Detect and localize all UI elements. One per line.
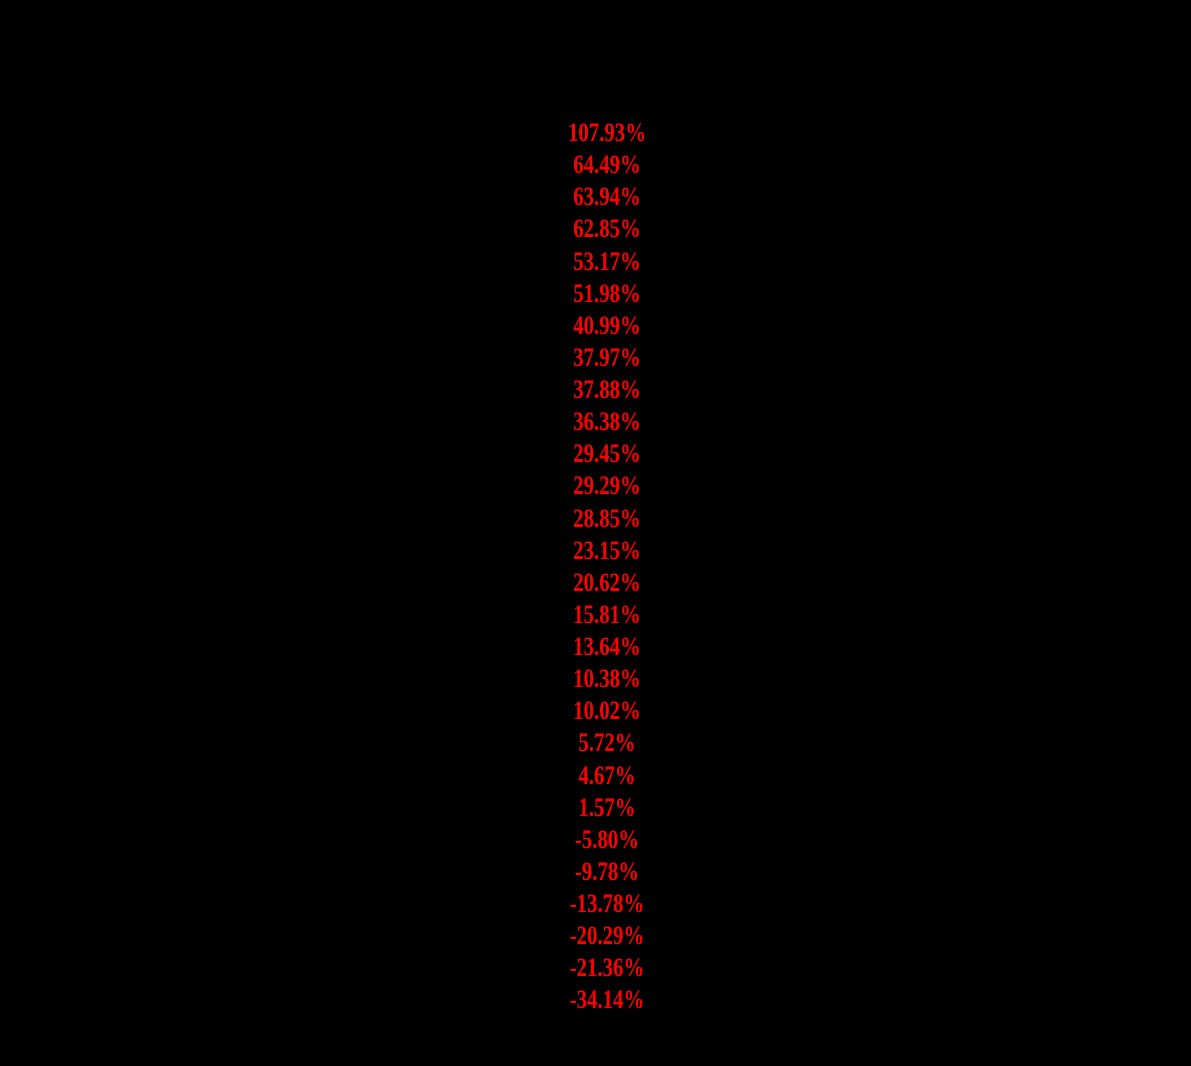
pct-change-value: -9.78% [574, 856, 640, 886]
pct-change-value: 29.29% [573, 471, 641, 501]
pct-change-value: 36.38% [573, 407, 641, 437]
pct-change-value: 107.93% [568, 118, 646, 147]
pct-change-value: 5.72% [578, 728, 636, 758]
pct-change-value: 37.97% [573, 342, 641, 372]
pct-change-value: 13.64% [573, 632, 641, 661]
pct-change-value: -21.36% [569, 953, 645, 983]
pct-change-value: 15.81% [573, 599, 641, 629]
pct-change-value: 10.02% [573, 696, 641, 726]
pct-change-value: 63.94% [573, 182, 641, 212]
pct-change-value: 64.49% [573, 150, 641, 180]
pct-change-value: 10.38% [573, 664, 641, 694]
pct-change-value: -34.14% [569, 985, 645, 1015]
pct-change-value: 40.99% [573, 310, 641, 340]
pct-change-value: -5.80% [574, 824, 640, 854]
pct-change-value: 1.57% [578, 792, 636, 822]
pct-change-value: 4.67% [578, 760, 636, 790]
pct-change-value: 28.85% [573, 503, 641, 533]
percent-change-column: 107.93% 64.49% 63.94% 62.85% 53.17% 51.98% 40.… [543, 117, 671, 1017]
pct-change-value: 62.85% [573, 214, 641, 244]
pct-change-value: 53.17% [573, 246, 641, 276]
pct-change-value: 23.15% [573, 535, 641, 565]
pct-change-value: 29.45% [573, 439, 641, 469]
pct-change-value: -20.29% [569, 921, 645, 951]
pct-change-value: 37.88% [573, 375, 641, 404]
pct-change-value: 51.98% [573, 278, 641, 308]
pct-change-value: 20.62% [573, 567, 641, 597]
pct-change-value: -13.78% [569, 889, 645, 918]
